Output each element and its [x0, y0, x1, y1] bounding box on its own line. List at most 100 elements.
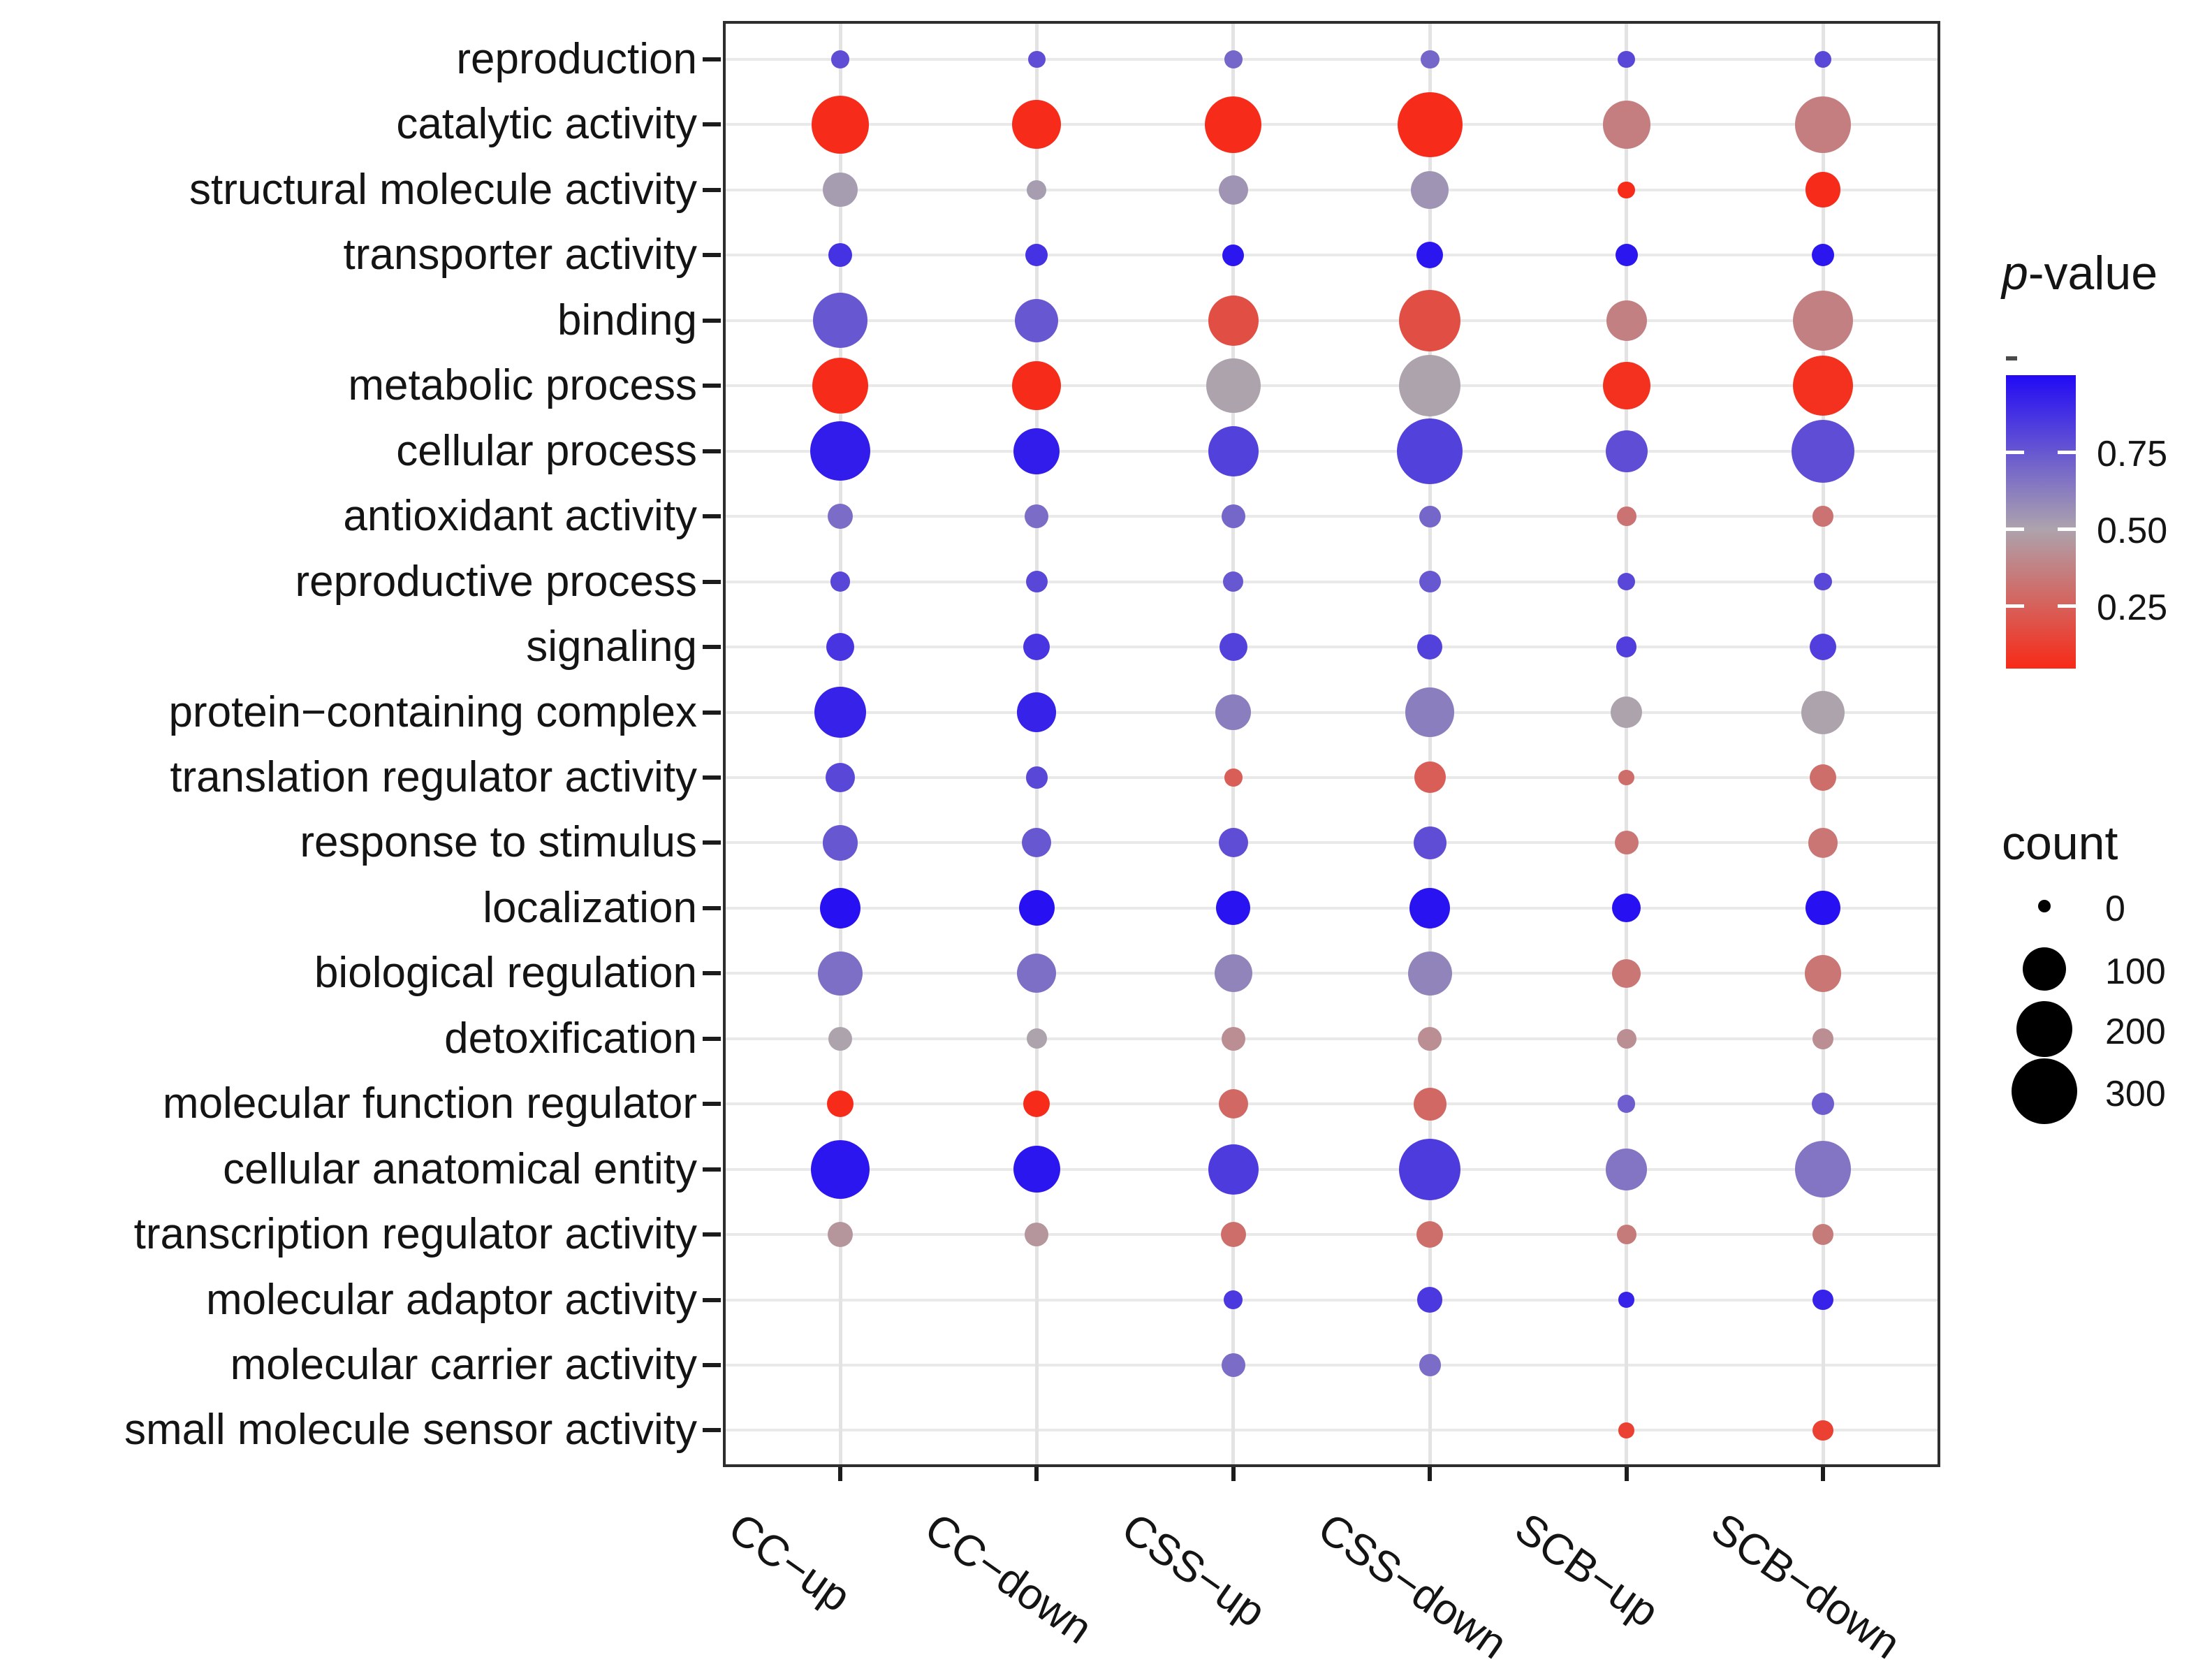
- h-gridline: [726, 906, 1938, 910]
- y-axis-tick: [703, 775, 721, 780]
- bubble: [1812, 1289, 1833, 1311]
- x-axis-label: SCB−up: [1506, 1503, 1667, 1637]
- bubble: [812, 358, 869, 414]
- bubble: [811, 95, 870, 154]
- bubble: [1015, 298, 1059, 342]
- colorbar-tick: [2006, 451, 2024, 454]
- h-gridline: [726, 1102, 1938, 1106]
- bubble: [1025, 1223, 1049, 1247]
- bubble: [1215, 694, 1252, 730]
- colorbar-tick: [2058, 604, 2076, 608]
- bubble: [1616, 636, 1637, 657]
- bubble: [1012, 361, 1062, 411]
- bubble: [1218, 828, 1248, 858]
- bubble: [1411, 171, 1449, 209]
- h-gridline: [726, 515, 1938, 518]
- y-axis-label: antioxidant activity: [343, 492, 697, 541]
- y-axis-tick: [703, 253, 721, 258]
- bubble: [1221, 1353, 1245, 1377]
- bubble: [1218, 175, 1248, 205]
- y-axis-tick: [703, 122, 721, 127]
- h-gridline: [726, 841, 1938, 845]
- bubble: [1025, 571, 1048, 593]
- bubble: [1792, 419, 1854, 483]
- pvalue-legend-title-p: p: [2002, 247, 2028, 300]
- bubble: [1618, 181, 1635, 198]
- bubble: [1219, 633, 1247, 662]
- bubble: [1405, 687, 1455, 737]
- y-axis-tick: [703, 579, 721, 584]
- bubble: [1612, 959, 1641, 988]
- y-axis-tick: [703, 1036, 721, 1041]
- bubble: [1399, 1138, 1461, 1200]
- bubble: [825, 762, 856, 792]
- y-axis-tick: [703, 449, 721, 453]
- bubble: [828, 1026, 852, 1051]
- x-axis-label: SCB−down: [1702, 1503, 1909, 1669]
- x-axis-tick: [1624, 1467, 1629, 1481]
- count-legend-title: count: [2002, 817, 2118, 870]
- bubble: [1617, 1095, 1636, 1113]
- bubble: [1413, 826, 1446, 859]
- bubble: [1602, 362, 1650, 410]
- count-label-100: 100: [2105, 952, 2166, 992]
- pvalue-tick-025: 0.25: [2097, 588, 2168, 628]
- y-axis-tick: [703, 905, 721, 910]
- bubble: [818, 951, 863, 996]
- count-label-200: 200: [2105, 1012, 2166, 1052]
- y-axis-tick: [703, 1428, 721, 1433]
- h-gridline: [726, 775, 1938, 779]
- bubble: [1414, 761, 1446, 794]
- bubble: [826, 1091, 854, 1118]
- bubble: [811, 1139, 870, 1199]
- x-axis-label: CSS−up: [1113, 1503, 1274, 1637]
- bubble: [1794, 1141, 1852, 1198]
- bubble: [810, 421, 870, 481]
- bubble: [1616, 1225, 1636, 1244]
- bubble: [1013, 1146, 1060, 1193]
- pvalue-tick-050: 0.50: [2097, 511, 2168, 551]
- bubble: [1023, 633, 1050, 661]
- bubble: [1612, 894, 1641, 923]
- bubble: [1419, 1354, 1441, 1376]
- colorbar-tick: [2058, 451, 2076, 454]
- y-axis-label: reproductive process: [295, 557, 698, 606]
- bubble: [1618, 1292, 1634, 1308]
- bubble: [1812, 1420, 1833, 1441]
- y-axis-label: transporter activity: [343, 231, 697, 279]
- bubble: [1220, 1222, 1246, 1248]
- bubble: [1027, 180, 1047, 200]
- bubble: [1420, 50, 1440, 69]
- bubble: [1397, 418, 1463, 484]
- y-axis-tick: [703, 840, 721, 845]
- bubble: [1413, 1087, 1446, 1121]
- bubble: [1205, 96, 1262, 153]
- y-axis-label: small molecule sensor activity: [124, 1406, 697, 1455]
- h-gridline: [726, 710, 1938, 714]
- bubble: [1416, 242, 1444, 269]
- y-axis-label: translation regulator activity: [170, 752, 697, 801]
- bubble: [1419, 571, 1441, 593]
- y-axis-label: molecular carrier activity: [230, 1341, 697, 1389]
- y-axis-tick: [703, 1232, 721, 1237]
- bubble: [1804, 954, 1842, 992]
- v-gridline: [1034, 24, 1039, 1464]
- bubble: [1419, 505, 1441, 527]
- bubble: [827, 1222, 854, 1248]
- bubble: [1017, 692, 1057, 732]
- bubble: [1224, 768, 1243, 787]
- bubble: [1605, 1148, 1648, 1190]
- x-axis-tick: [1231, 1467, 1236, 1481]
- colorbar-tick: [2058, 527, 2076, 531]
- bubble: [1407, 951, 1452, 996]
- bubble: [1812, 1028, 1833, 1049]
- count-label-0: 0: [2105, 889, 2125, 929]
- bubble: [1792, 356, 1853, 416]
- y-axis-tick: [703, 514, 721, 519]
- count-legend-dot: [2016, 1000, 2073, 1058]
- h-gridline: [726, 1298, 1938, 1302]
- y-axis-label: molecular function regulator: [162, 1079, 697, 1128]
- y-axis-label: molecular adaptor activity: [206, 1275, 697, 1324]
- bubble: [1417, 634, 1443, 660]
